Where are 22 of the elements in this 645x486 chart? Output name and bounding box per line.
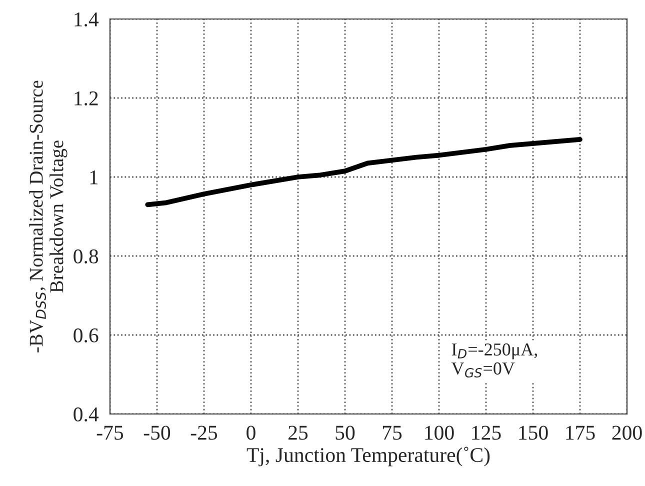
x-tick-label: 100 [425, 426, 454, 440]
annotation: I$_{D}$=-250μA, V$_{GS}$=0V [451, 343, 538, 378]
y-tick-label: 0.4 [74, 407, 99, 422]
y-tick-label: 0.6 [74, 328, 98, 343]
y-axis-title: -BV$_{DSS}$, Normalized Drain-Source Breakdown Voltage [29, 80, 68, 352]
x-tick-label: 0 [246, 426, 256, 440]
x-tick-label: 175 [566, 426, 595, 440]
x-axis-title: Tj, Junction Temperature(˚C) [246, 446, 490, 466]
x-tick-label: -75 [96, 426, 124, 440]
x-tick-label: -50 [144, 426, 170, 440]
x-tick-label: -25 [190, 426, 218, 440]
y-tick-label: 0.8 [74, 249, 98, 264]
x-tick-label: 200 [612, 426, 642, 440]
y-tick-label: 1 [90, 170, 98, 184]
x-tick-label: 125 [472, 426, 501, 440]
x-tick-label: 75 [382, 426, 402, 440]
x-tick-label: 50 [336, 426, 355, 440]
line-series [145, 137, 582, 208]
x-tick-label: 150 [519, 426, 548, 440]
y-tick-label: 1.4 [74, 12, 99, 27]
x-tick-label: 25 [288, 426, 308, 440]
y-tick-label: 1.2 [74, 91, 98, 106]
